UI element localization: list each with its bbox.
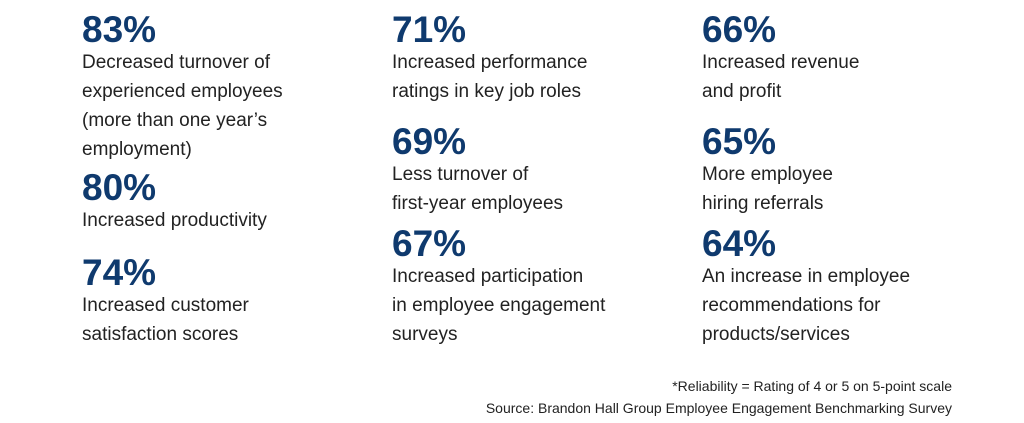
- stat-value: 80%: [82, 167, 157, 208]
- stat-description-line: (more than one year’s: [82, 110, 268, 131]
- stat-value: 64%: [702, 223, 777, 264]
- stat-description: Increased participation in employee engag…: [392, 262, 692, 349]
- source-note: Source: Brandon Hall Group Employee Enga…: [485, 400, 952, 416]
- stat-description-line: Decreased turnover of: [82, 52, 270, 73]
- stat-value: 71%: [392, 9, 467, 50]
- stat-description-line: first-year employees: [392, 193, 564, 214]
- stat-value: 66%: [702, 9, 777, 50]
- stat-value: 67%: [392, 223, 467, 264]
- stat-description-line: recommendations for: [702, 295, 881, 316]
- stat-description: An increase in employee recommendations f…: [702, 262, 1002, 349]
- stat-description-line: Increased participation: [392, 266, 584, 287]
- stat-description: Decreased turnover of experienced employe…: [82, 48, 382, 164]
- stat-description-line: More employee: [702, 164, 833, 185]
- stat-description-line: products/services: [702, 324, 850, 345]
- stat-description-line: surveys: [392, 324, 458, 345]
- stat-block: 66% Increased revenue and profit: [702, 10, 1002, 106]
- stat-description-line: Increased productivity: [82, 210, 267, 231]
- stat-block: 83% Decreased turnover of experienced empl…: [82, 10, 382, 164]
- stat-value: 69%: [392, 121, 467, 162]
- stat-value: 83%: [82, 9, 157, 50]
- footnote: *Reliability = Rating of 4 or 5 on 5-poi…: [672, 378, 952, 394]
- stat-description: Increased customer satisfaction scores: [82, 291, 382, 349]
- stat-description-line: experienced employees: [82, 81, 283, 102]
- stat-description: Less turnover of first-year employees: [392, 160, 692, 218]
- stat-description-line: Increased performance: [392, 52, 588, 73]
- stat-block: 74% Increased customer satisfaction scores: [82, 253, 382, 349]
- stat-block: 67% Increased participation in employee en…: [392, 224, 692, 349]
- stat-block: 71% Increased performance ratings in key j…: [392, 10, 692, 106]
- stat-description-line: Less turnover of: [392, 164, 529, 185]
- stat-value: 74%: [82, 252, 157, 293]
- stat-description-line: satisfaction scores: [82, 324, 239, 345]
- stat-block: 69% Less turnover of first-year employees: [392, 122, 692, 218]
- stat-description: Increased performance ratings in key job …: [392, 48, 692, 106]
- stat-description: More employee hiring referrals: [702, 160, 1002, 218]
- stat-description: Increased productivity: [82, 206, 382, 235]
- stat-description: Increased revenue and profit: [702, 48, 1002, 106]
- stat-description-line: employment): [82, 139, 192, 160]
- stat-description-line: and profit: [702, 81, 782, 102]
- stat-value: 65%: [702, 121, 777, 162]
- stat-description-line: An increase in employee: [702, 266, 911, 287]
- stat-description-line: ratings in key job roles: [392, 81, 582, 102]
- stat-description-line: Increased revenue: [702, 52, 860, 73]
- stat-description-line: in employee engagement: [392, 295, 606, 316]
- stat-block: 80% Increased productivity: [82, 168, 382, 235]
- stat-description-line: Increased customer: [82, 295, 249, 316]
- stat-description-line: hiring referrals: [702, 193, 824, 214]
- stat-block: 64% An increase in employee recommendation…: [702, 224, 1002, 349]
- stat-block: 65% More employee hiring referrals: [702, 122, 1002, 218]
